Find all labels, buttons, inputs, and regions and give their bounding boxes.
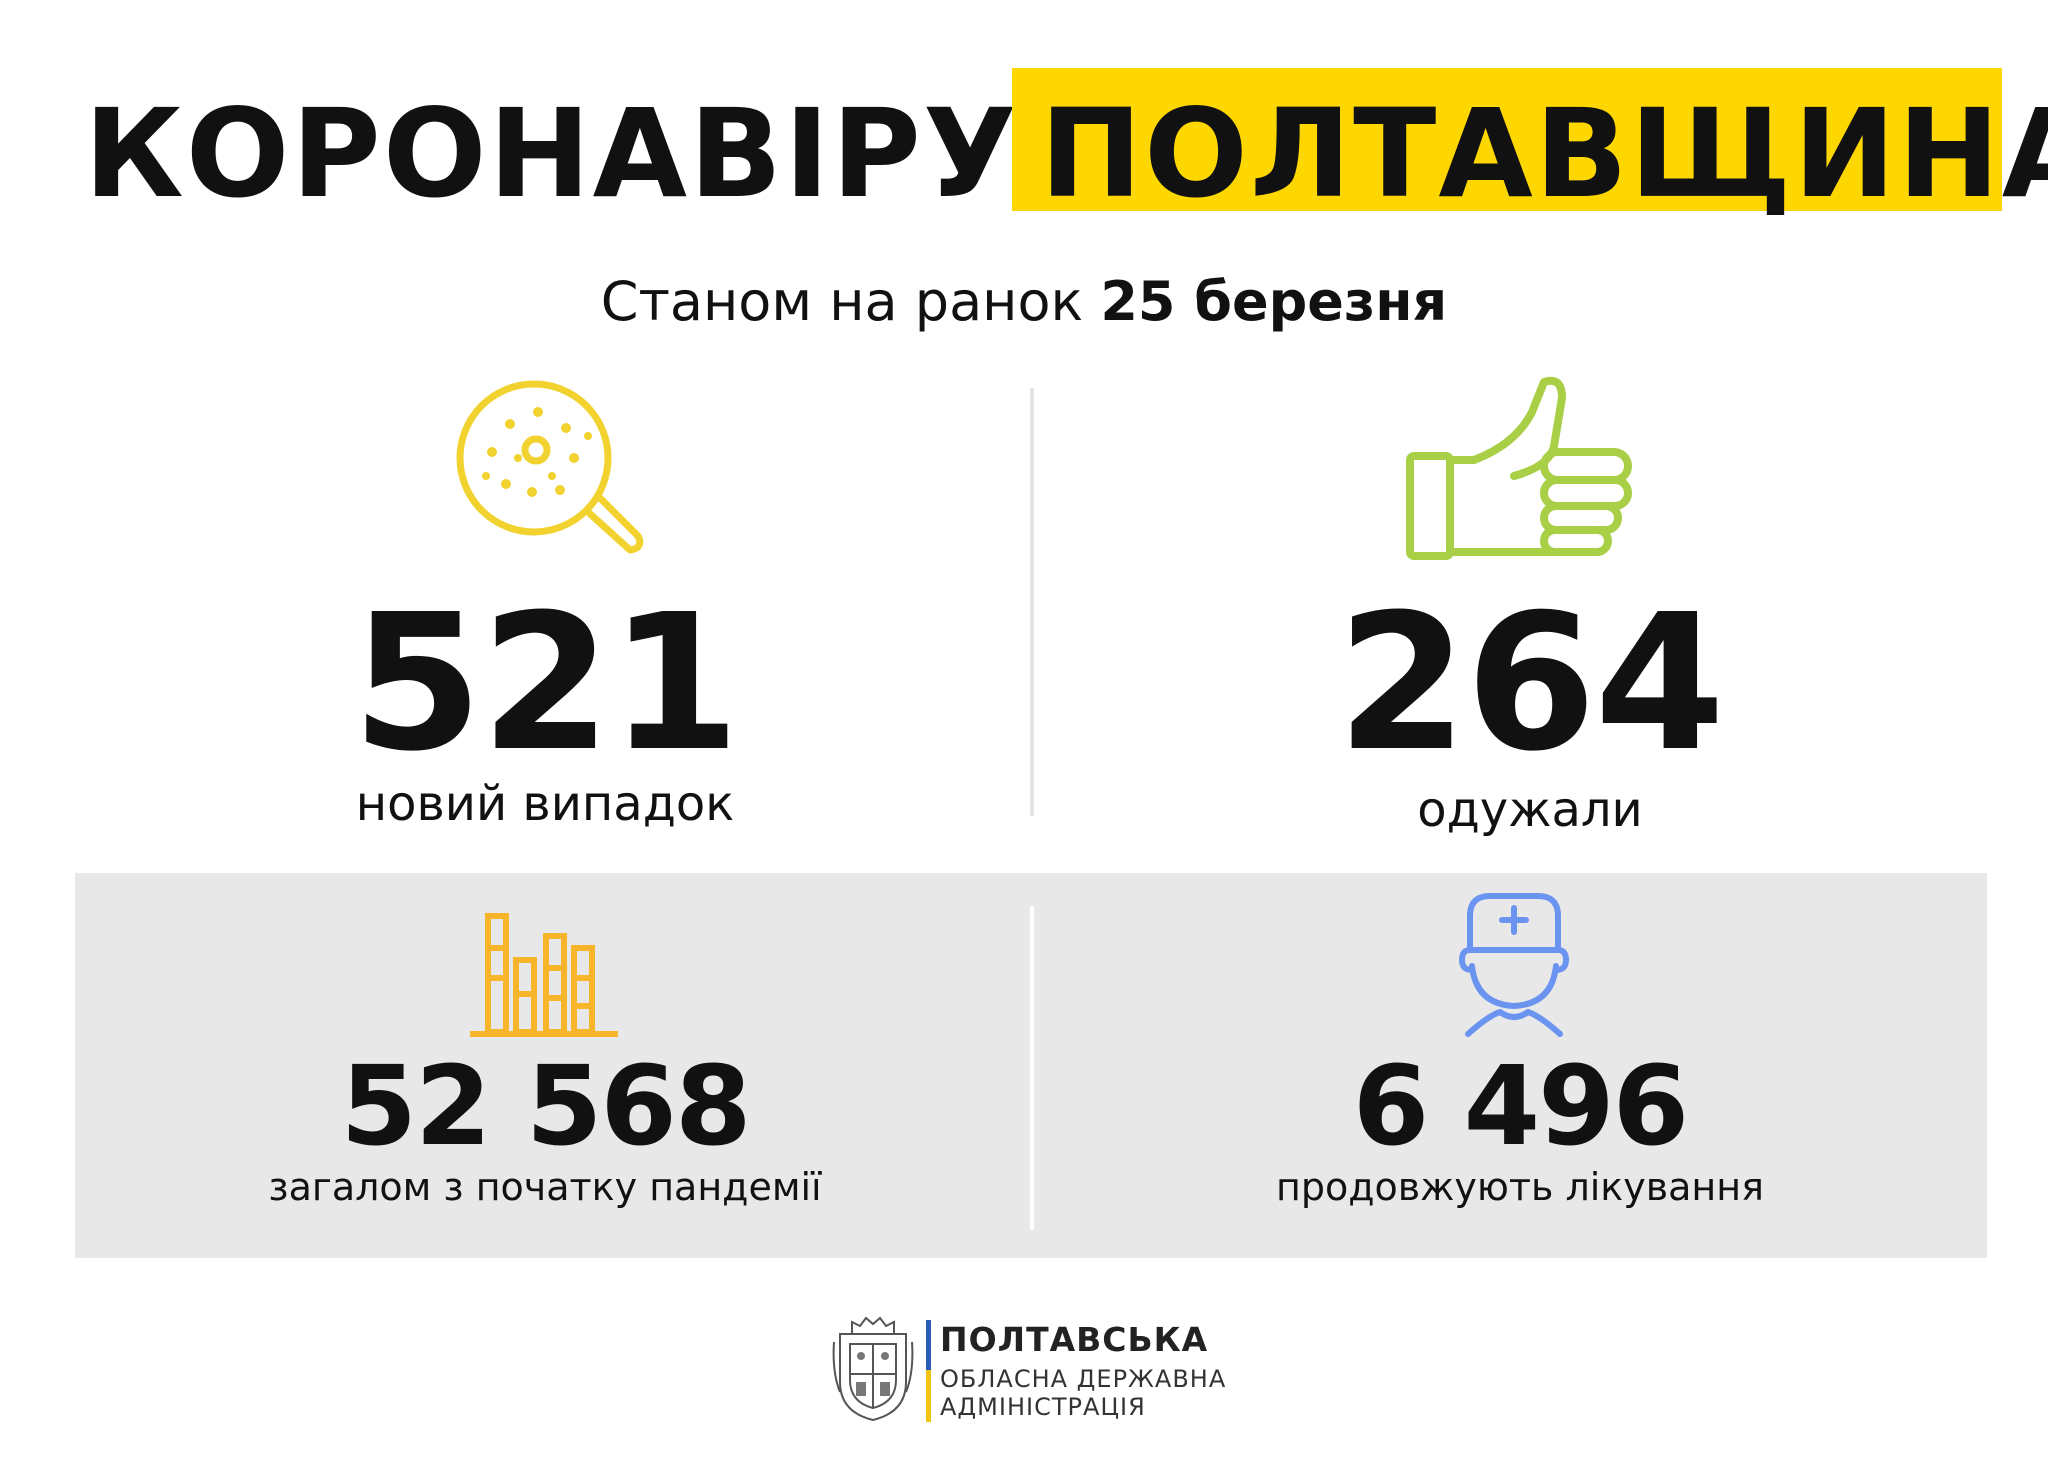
total-label: загалом з початку пандемії xyxy=(268,1165,822,1209)
subtitle-prefix: Станом на ранок xyxy=(600,270,1084,333)
in-treatment-value: 6 496 xyxy=(1352,1042,1689,1170)
new-cases-value: 521 xyxy=(351,574,740,793)
date-subtitle: Станом на ранок 25 березня xyxy=(0,262,2048,342)
title-left: КОРОНАВІРУС. xyxy=(84,83,1159,225)
bar-chart-icon xyxy=(470,913,618,1037)
flag-stripe-yellow xyxy=(926,1370,931,1422)
bottom-divider xyxy=(1030,906,1034,1230)
flag-stripe-blue xyxy=(926,1320,931,1370)
page-title: КОРОНАВІРУС. ПОЛТАВЩИНА xyxy=(0,64,2048,224)
footer-line1: ПОЛТАВСЬКА xyxy=(940,1320,1209,1359)
title-highlight xyxy=(1012,68,2002,211)
top-divider xyxy=(1030,388,1034,816)
total-value: 52 568 xyxy=(340,1042,752,1170)
new-cases-label: новий випадок xyxy=(355,776,735,832)
title-right: ПОЛТАВЩИНА xyxy=(1040,83,2048,225)
footer-line2: ОБЛАСНА ДЕРЖАВНА xyxy=(940,1365,1227,1393)
coat-of-arms-icon xyxy=(832,1316,914,1422)
magnifier-virus-icon xyxy=(456,380,644,554)
subtitle-date: 25 березня xyxy=(1100,270,1448,333)
in-treatment-label: продовжують лікування xyxy=(1276,1165,1764,1209)
recovered-value: 264 xyxy=(1336,574,1725,793)
doctor-icon xyxy=(1459,893,1569,1037)
recovered-label: одужали xyxy=(1417,782,1643,838)
footer-line3: АДМІНІСТРАЦІЯ xyxy=(940,1393,1146,1421)
administration-logo: ПОЛТАВСЬКА ОБЛАСНА ДЕРЖАВНА АДМІНІСТРАЦІ… xyxy=(830,1312,1230,1432)
thumbs-up-icon xyxy=(1406,376,1632,560)
